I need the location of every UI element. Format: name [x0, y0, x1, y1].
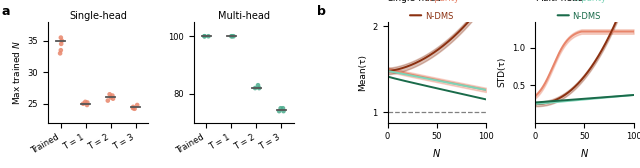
Text: N-parity: N-parity	[425, 0, 459, 3]
Point	[82, 104, 92, 106]
Point	[56, 43, 67, 45]
Point	[250, 87, 260, 89]
Point	[254, 87, 264, 89]
Point	[200, 35, 210, 38]
Point	[226, 35, 236, 38]
Point	[102, 99, 113, 102]
Point	[128, 106, 138, 108]
Text: N-DMS: N-DMS	[425, 12, 453, 21]
Point	[108, 94, 118, 97]
Point	[276, 107, 286, 110]
Title: Multi-head: Multi-head	[218, 11, 270, 21]
Point	[78, 102, 88, 105]
Point	[82, 101, 92, 104]
Y-axis label: Max trained $N$: Max trained $N$	[11, 40, 22, 105]
Point	[57, 39, 67, 42]
Point	[129, 108, 140, 110]
Point	[56, 36, 66, 39]
Point	[228, 35, 239, 38]
Y-axis label: Mean(τ): Mean(τ)	[358, 54, 367, 91]
Text: Single-head: Single-head	[388, 0, 442, 3]
Text: a: a	[2, 5, 10, 18]
Point	[55, 52, 65, 55]
Text: Multi-head: Multi-head	[535, 0, 584, 3]
X-axis label: $N$: $N$	[432, 147, 441, 159]
Point	[104, 93, 115, 96]
Title: Single-head: Single-head	[69, 11, 127, 21]
Y-axis label: STD(τ): STD(τ)	[498, 57, 507, 87]
Point	[128, 107, 138, 110]
Point	[108, 97, 118, 100]
Text: N-DMS: N-DMS	[573, 12, 601, 21]
X-axis label: $N$: $N$	[580, 147, 589, 159]
Point	[199, 35, 209, 38]
Point	[106, 96, 116, 99]
Point	[227, 35, 237, 38]
Point	[80, 100, 90, 103]
Point	[204, 35, 214, 38]
Text: b: b	[317, 5, 326, 18]
Point	[56, 49, 66, 52]
Point	[274, 110, 284, 112]
Text: N-parity: N-parity	[573, 0, 607, 3]
Point	[253, 84, 263, 87]
Point	[132, 104, 142, 106]
Point	[278, 107, 288, 110]
Point	[278, 110, 289, 112]
